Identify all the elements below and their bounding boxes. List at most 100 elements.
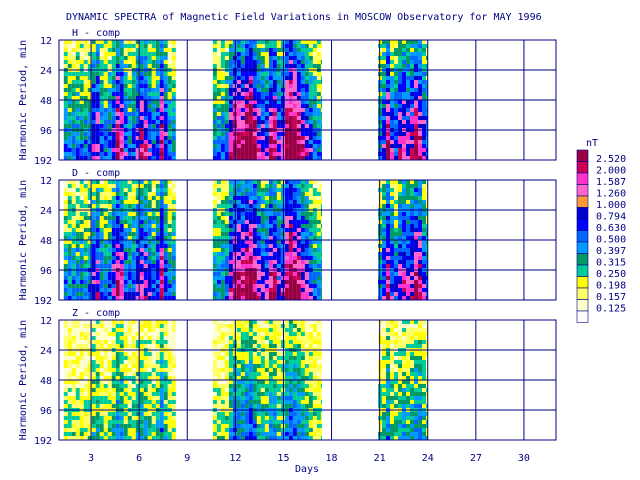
heatmap-cell (99, 52, 104, 56)
heatmap-cell (240, 112, 245, 116)
heatmap-cell (115, 240, 120, 244)
heatmap-cell (95, 232, 100, 236)
heatmap-cell (155, 336, 160, 340)
heatmap-cell (63, 324, 68, 328)
heatmap-cell (71, 264, 76, 268)
heatmap-cell (320, 272, 322, 276)
heatmap-cell (107, 216, 112, 220)
heatmap-cell (135, 360, 140, 364)
heatmap-cell (402, 152, 407, 156)
heatmap-cell (316, 64, 321, 68)
heatmap-cell (91, 88, 96, 92)
heatmap-cell (79, 336, 84, 340)
heatmap-cell (260, 184, 265, 188)
heatmap-cell (147, 384, 152, 388)
heatmap-cell (394, 132, 399, 136)
heatmap-cell (159, 212, 164, 216)
heatmap-cell (123, 180, 128, 184)
heatmap-cell (264, 180, 269, 184)
heatmap-cell (155, 296, 160, 300)
heatmap-cell (103, 100, 108, 104)
heatmap-cell (390, 248, 395, 252)
heatmap-cell (228, 224, 233, 228)
heatmap-cell (143, 48, 148, 52)
heatmap-cell (394, 72, 399, 76)
heatmap-cell (143, 148, 148, 152)
heatmap-cell (91, 104, 96, 108)
heatmap-cell (91, 372, 96, 376)
heatmap-cell (163, 148, 168, 152)
heatmap-cell (268, 284, 273, 288)
heatmap-cell (103, 360, 108, 364)
heatmap-cell (240, 48, 245, 52)
heatmap-cell (163, 256, 168, 260)
heatmap-cell (151, 280, 156, 284)
heatmap-cell (155, 288, 160, 292)
heatmap-cell (212, 280, 217, 284)
heatmap-cell (103, 224, 108, 228)
heatmap-cell (220, 224, 225, 228)
heatmap-cell (382, 120, 387, 124)
heatmap-cell (320, 152, 322, 156)
heatmap-cell (103, 92, 108, 96)
heatmap-cell (410, 264, 415, 268)
heatmap-cell (390, 240, 395, 244)
heatmap-cell (115, 252, 120, 256)
heatmap-cell (272, 116, 277, 120)
heatmap-cell (382, 216, 387, 220)
heatmap-cell (87, 56, 92, 60)
heatmap-cell (103, 332, 108, 336)
heatmap-cell (71, 404, 76, 408)
heatmap-cell (143, 412, 148, 416)
heatmap-cell (107, 412, 112, 416)
heatmap-cell (276, 204, 281, 208)
heatmap-cell (212, 72, 217, 76)
heatmap-cell (316, 240, 321, 244)
heatmap-cell (63, 40, 68, 44)
heatmap-cell (95, 52, 100, 56)
heatmap-cell (151, 140, 156, 144)
heatmap-cell (159, 112, 164, 116)
heatmap-cell (143, 396, 148, 400)
heatmap-cell (312, 280, 317, 284)
heatmap-cell (406, 100, 411, 104)
heatmap-cell (312, 40, 317, 44)
heatmap-cell (131, 288, 136, 292)
heatmap-cell (167, 412, 172, 416)
heatmap-cell (119, 60, 124, 64)
heatmap-cell (131, 72, 136, 76)
heatmap-cell (67, 416, 72, 420)
heatmap-cell (220, 80, 225, 84)
heatmap-cell (276, 248, 281, 252)
heatmap-cell (410, 224, 415, 228)
heatmap-cell (312, 116, 317, 120)
heatmap-cell (87, 104, 92, 108)
heatmap-cell (256, 224, 261, 228)
heatmap-cell (147, 204, 152, 208)
heatmap-cell (63, 436, 68, 440)
heatmap-cell (418, 288, 423, 292)
heatmap-cell (167, 392, 172, 396)
heatmap-cell (95, 184, 100, 188)
heatmap-cell (103, 220, 108, 224)
heatmap-cell (127, 196, 132, 200)
heatmap-cell (398, 228, 403, 232)
heatmap-cell (394, 88, 399, 92)
heatmap-cell (91, 420, 96, 424)
heatmap-cell (107, 124, 112, 128)
heatmap-cell (402, 76, 407, 80)
heatmap-cell (123, 264, 128, 268)
heatmap-cell (224, 80, 229, 84)
heatmap-cell (159, 324, 164, 328)
heatmap-cell (139, 212, 144, 216)
heatmap-cell (402, 280, 407, 284)
heatmap-cell (296, 272, 301, 276)
heatmap-cell (63, 84, 68, 88)
heatmap-cell (288, 228, 293, 232)
heatmap-cell (83, 404, 88, 408)
heatmap-cell (119, 356, 124, 360)
heatmap-cell (115, 256, 120, 260)
heatmap-cell (398, 288, 403, 292)
heatmap-cell (390, 72, 395, 76)
heatmap-cell (212, 240, 217, 244)
